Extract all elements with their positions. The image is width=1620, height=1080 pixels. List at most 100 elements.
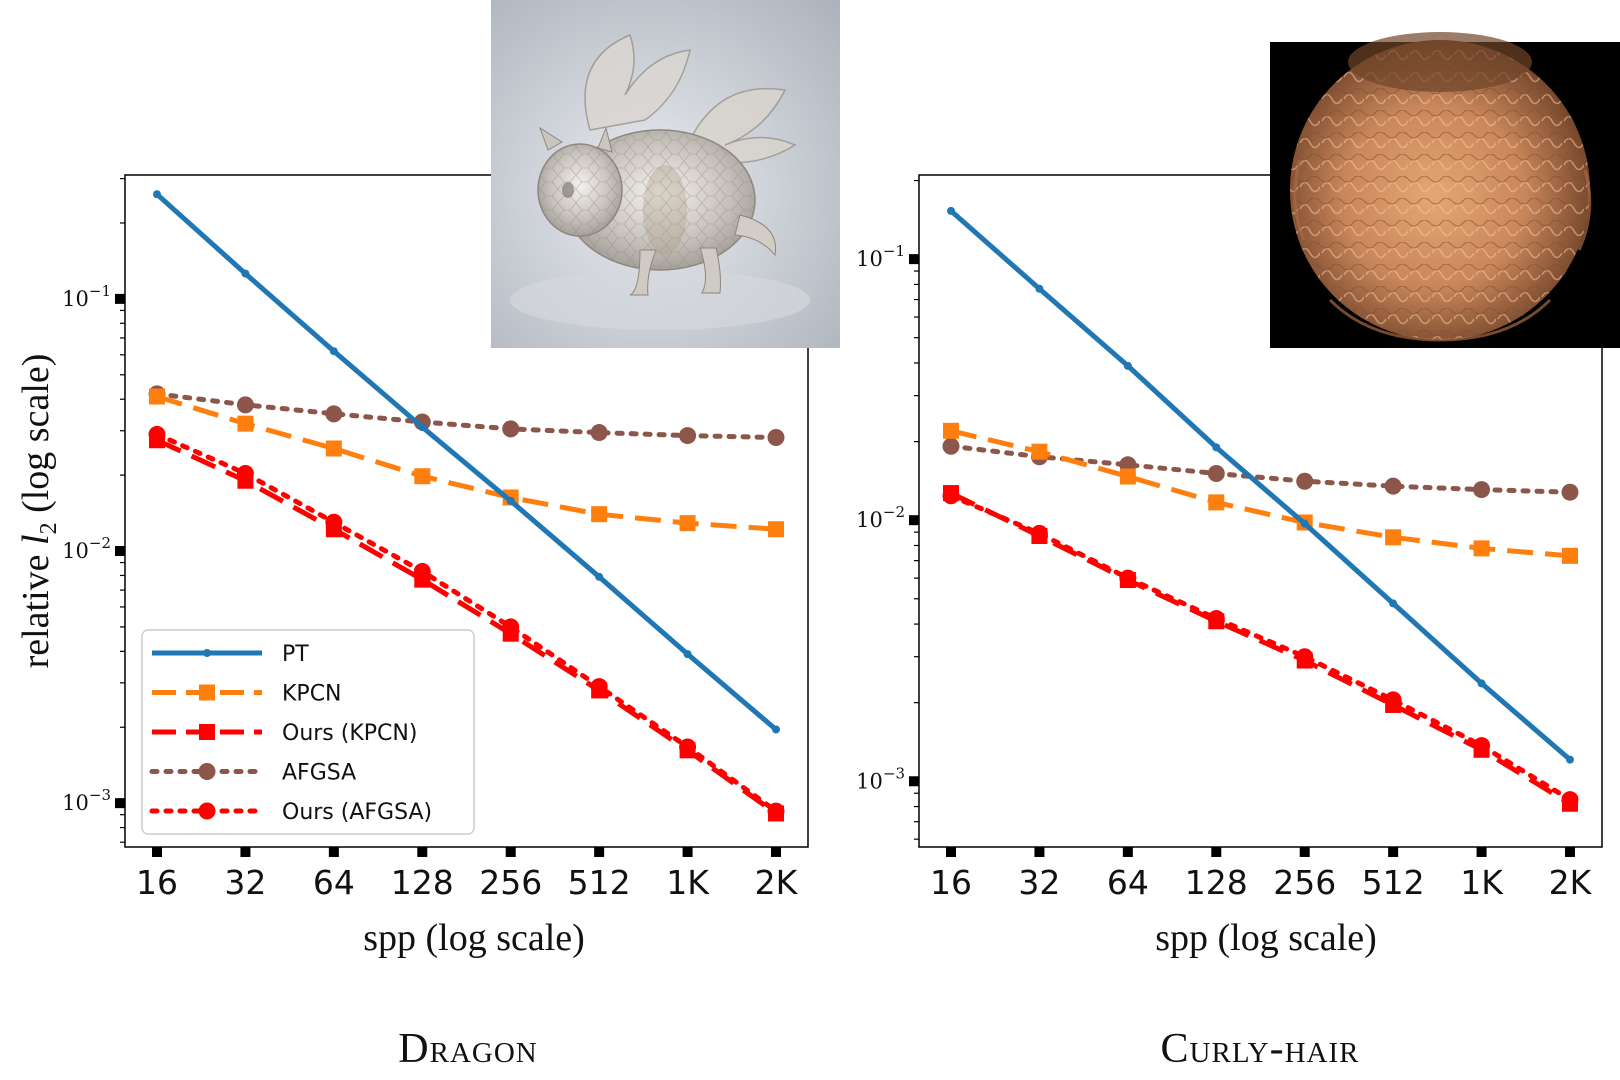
legend-item: Ours (AFGSA) <box>149 800 432 825</box>
x-tick-mark <box>1122 847 1133 857</box>
series-line <box>154 431 779 814</box>
data-point <box>1300 519 1309 528</box>
data-point <box>768 521 784 538</box>
data-point <box>1035 284 1044 293</box>
y-tick-mark <box>909 515 919 526</box>
y-tick-label: 10−3 <box>856 764 905 793</box>
x-tick-label: 64 <box>313 863 355 902</box>
data-point <box>947 206 955 215</box>
x-tick-mark <box>1211 847 1222 857</box>
data-point <box>1477 679 1486 688</box>
legend-box <box>141 629 475 835</box>
x-tick-label: 1K <box>1460 863 1504 902</box>
dragon-chart: 16 32 64 128 256 512 1K 2K 10−1 10−2 10−3 spp (lo… <box>15 0 840 1072</box>
x-tick-mark <box>1476 847 1487 857</box>
legend-marker <box>199 684 215 701</box>
data-point <box>325 405 343 423</box>
legend-marker <box>198 802 216 820</box>
scene-title-dragon: Dragon <box>398 1026 537 1072</box>
x-tick-mark <box>771 847 781 857</box>
data-point <box>1473 481 1491 499</box>
data-point <box>1389 599 1398 608</box>
legend-label: KPCN <box>282 682 342 707</box>
x-tick-mark <box>1388 847 1399 857</box>
legend-label: Ours (AFGSA) <box>282 800 432 825</box>
x-tick-mark <box>1565 847 1575 857</box>
data-point <box>591 506 608 523</box>
data-point <box>772 725 780 734</box>
curly-hair-chart: 16 32 64 128 256 512 1K 2K 10−1 10−2 10−3 spp (lo… <box>856 0 1620 1072</box>
x-tick-mark <box>328 847 339 857</box>
legend-item: KPCN <box>152 682 342 707</box>
x-tick-label: 2K <box>1549 863 1593 902</box>
series-line <box>155 437 778 816</box>
data-point <box>679 738 697 756</box>
x-tick-label: 64 <box>1107 863 1149 902</box>
x-tick-mark <box>1034 847 1045 857</box>
legend-marker <box>198 763 216 780</box>
data-point <box>1119 569 1137 587</box>
y-tick-mark <box>115 798 125 809</box>
x-tick-mark <box>946 847 956 857</box>
data-point <box>679 427 697 445</box>
data-point <box>1561 483 1579 501</box>
y-tick-mark <box>909 776 919 787</box>
data-point <box>1384 691 1402 709</box>
x-tick-mark <box>417 847 428 857</box>
x-tick-label: 16 <box>136 863 178 902</box>
series-ours-afgsa <box>942 487 1579 809</box>
data-point <box>418 423 427 432</box>
legend-label: AFGSA <box>282 761 356 786</box>
series-line <box>948 443 1573 495</box>
scene-title-curly-hair: Curly-hair <box>1161 1026 1360 1072</box>
series-afgsa <box>148 385 785 446</box>
data-point <box>1207 464 1225 482</box>
x-tick-label: 16 <box>930 863 972 902</box>
data-point <box>1473 540 1490 557</box>
data-point <box>1123 361 1132 370</box>
x-tick-label: 512 <box>568 863 631 902</box>
series-line <box>948 493 1573 803</box>
x-tick-mark <box>240 847 251 857</box>
data-point <box>767 802 785 820</box>
y-tick-label: 10−1 <box>62 282 111 311</box>
legend-marker <box>203 649 211 657</box>
data-point <box>148 425 166 443</box>
y-tick-label: 10−2 <box>856 503 905 532</box>
y-tick-mark <box>909 254 919 265</box>
data-point <box>942 437 960 455</box>
data-point <box>590 678 608 696</box>
series-line <box>156 394 777 532</box>
y-axis-label: relative l2 (log scale) <box>15 354 62 669</box>
data-point <box>1296 472 1314 490</box>
legend-item: AFGSA <box>149 761 356 786</box>
x-tick-mark <box>682 847 693 857</box>
data-point <box>329 347 338 356</box>
data-point <box>1561 791 1579 809</box>
series-pt <box>153 190 780 734</box>
legend-label: Ours (KPCN) <box>282 721 417 746</box>
legend-item: PT <box>152 642 309 667</box>
curly-hair-thumbnail <box>1270 0 1620 348</box>
x-tick-label: 32 <box>224 863 266 902</box>
data-point <box>683 650 692 659</box>
legend-marker <box>199 724 215 740</box>
series-pt <box>947 206 1574 764</box>
x-tick-mark <box>594 847 605 857</box>
data-point <box>153 190 161 199</box>
y-tick-mark <box>115 546 125 557</box>
data-point <box>1296 648 1314 666</box>
dragon-thumbnail <box>491 0 840 348</box>
data-point <box>1384 477 1402 495</box>
x-tick-mark <box>505 847 516 857</box>
series-line <box>154 391 779 440</box>
data-point <box>1119 468 1136 485</box>
data-point <box>1385 529 1402 546</box>
data-point <box>1473 737 1491 755</box>
x-tick-mark <box>152 847 162 857</box>
data-point <box>1208 494 1225 511</box>
legend: PT KPCN Ours (KPCN) AFGSA Ours (AFGSA) <box>141 629 475 835</box>
data-point <box>506 496 515 505</box>
x-tick-label: 256 <box>479 863 542 902</box>
